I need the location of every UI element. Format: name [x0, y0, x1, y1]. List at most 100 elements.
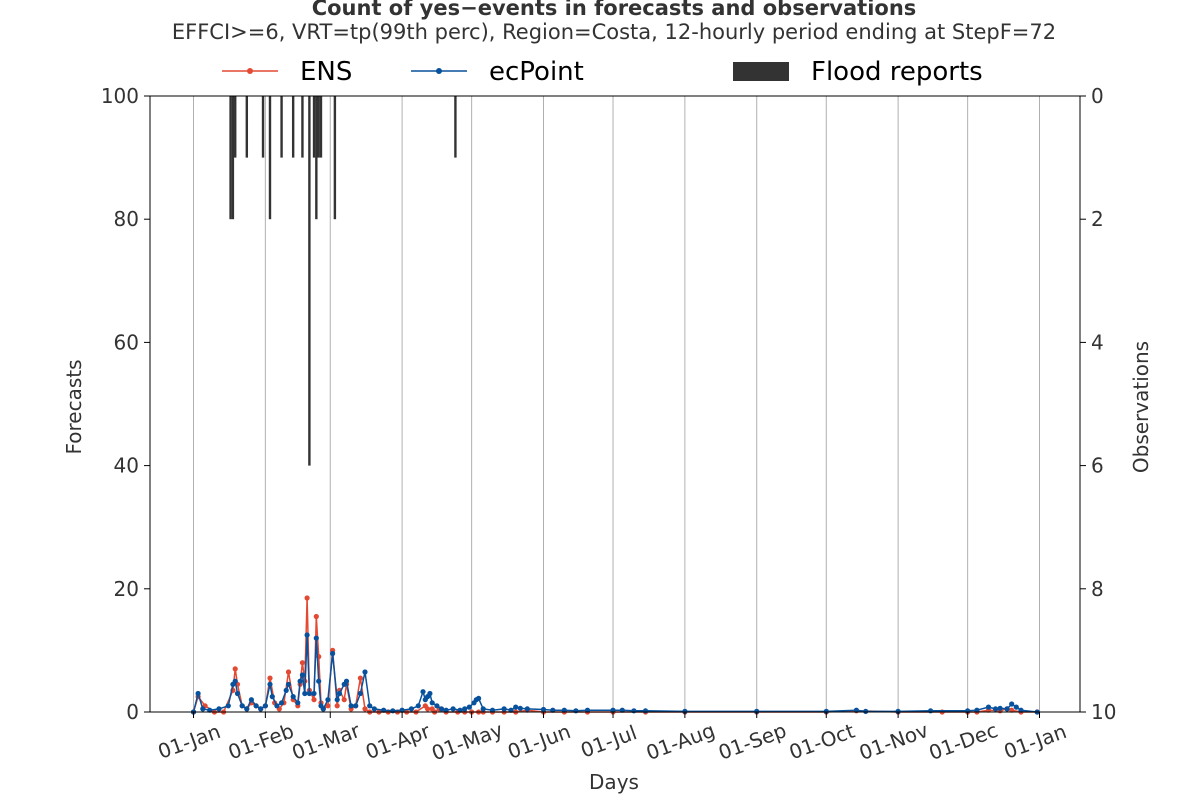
y-tick-label-right: 4 [1091, 330, 1104, 354]
legend-ecpoint-marker [436, 68, 442, 74]
y-tick-label-left: 40 [114, 454, 139, 478]
legend-flood-swatch [733, 62, 789, 81]
y-tick-label-left: 80 [114, 207, 139, 231]
ecpoint-point [985, 704, 992, 710]
y-tick-label-right: 2 [1091, 207, 1104, 231]
ecpoint-point [279, 700, 285, 706]
x-tick-label: 01-Jan [1001, 719, 1070, 764]
ecpoint-point [334, 697, 340, 703]
ecpoint-point [462, 706, 468, 712]
ecpoint-point [415, 703, 421, 709]
grid [193, 96, 1040, 712]
ecpoint-point [429, 700, 435, 706]
ecpoint-point [992, 706, 999, 712]
ecpoint-point [1013, 704, 1019, 710]
ecpoint-point [476, 695, 482, 702]
ecpoint-point [517, 705, 523, 711]
ecpoint-point [682, 708, 688, 715]
legend: ENS ecPoint Flood reports [222, 57, 983, 87]
chart-subtitle: EFFCI>=6, VRT=tp(99th perc), Region=Cost… [172, 20, 1056, 44]
ecpoint-point [283, 687, 289, 694]
flood-report-bars [229, 96, 457, 466]
ecpoint-point [239, 703, 245, 709]
plot-frame [149, 95, 1081, 713]
ecpoint-point [928, 708, 934, 714]
ecpoint-point [234, 690, 241, 697]
ecpoint-point [216, 706, 222, 712]
ecpoint-point [285, 681, 292, 687]
ecpoint-point [450, 706, 456, 712]
ecpoint-point [1009, 701, 1015, 707]
y-axis-right: 0 2 4 6 8 10 [1080, 84, 1116, 724]
ens-point [313, 613, 319, 620]
ecpoint-point [357, 690, 363, 697]
ens-point [304, 595, 310, 601]
ecpoint-point [253, 703, 259, 709]
ecpoint-point [330, 650, 336, 657]
flood-report-bar [261, 96, 265, 158]
ecpoint-point [336, 690, 343, 697]
ecpoint-point [642, 708, 649, 714]
ecpoint-point [225, 703, 231, 709]
ens-point [425, 706, 431, 712]
ecpoint-point [438, 706, 445, 712]
flood-report-bar [317, 96, 320, 158]
ecpoint-point [501, 706, 507, 712]
ecpoint-point [195, 690, 201, 697]
ecpoint-point [348, 703, 354, 709]
ecpoint-point [232, 678, 238, 684]
ens-point [285, 669, 292, 675]
y-axis-left: 0 20 40 60 80 100 [101, 84, 150, 724]
ecpoint-point [823, 708, 829, 715]
ecpoint-point [244, 706, 250, 712]
ecpoint-point [295, 700, 301, 706]
ecpoint-point [420, 689, 426, 695]
flood-report-bar [301, 96, 304, 158]
y-tick-label-right: 8 [1091, 577, 1104, 601]
ecpoint-point [408, 706, 414, 712]
y-tick-label-left: 0 [126, 700, 139, 724]
ecpoint-point [274, 703, 280, 709]
ecpoint-point [302, 690, 308, 697]
ecpoint-point [248, 697, 254, 703]
ens-point [267, 675, 273, 681]
y-axis-right-label: Observations [1129, 341, 1153, 473]
ecpoint-point [262, 703, 268, 709]
flood-report-bar [245, 96, 249, 158]
forecast-lines [190, 595, 1040, 715]
ecpoint-point [466, 704, 472, 710]
x-tick-label: 01-Feb [225, 719, 297, 765]
ecpoint-point [390, 708, 396, 714]
x-tick-label: 01-Sep [715, 718, 789, 765]
ecpoint-point [299, 672, 305, 678]
flood-report-bar [312, 96, 316, 158]
ecpoint-point [863, 708, 869, 715]
ecpoint-point [513, 704, 519, 710]
ecpoint-point [306, 690, 312, 697]
legend-ecpoint-label: ecPoint [489, 57, 584, 87]
y-tick-label-right: 0 [1091, 84, 1104, 108]
flood-report-bar [268, 96, 272, 220]
x-axis-label: Days [589, 770, 639, 794]
ecpoint-point [343, 678, 350, 684]
ens-point [299, 660, 305, 666]
ecpoint-point [427, 690, 433, 697]
flood-report-bar [291, 96, 295, 158]
ecpoint-point [269, 694, 275, 700]
ecpoint-point [362, 669, 368, 675]
ens-point [325, 703, 331, 709]
legend-ens-marker [247, 68, 253, 74]
x-tick-label: 01-Jan [155, 719, 224, 764]
x-tick-label: 01-May [428, 717, 506, 765]
ens-point [311, 697, 317, 703]
flood-report-bar [333, 96, 337, 220]
y-tick-label-left: 100 [101, 84, 139, 108]
ens-point [334, 703, 340, 709]
ens-point [341, 697, 347, 703]
ecpoint-point [313, 635, 319, 641]
y-tick-label-right: 6 [1091, 454, 1104, 478]
x-tick-label: 01-Mar [289, 718, 364, 765]
flood-report-bar [454, 96, 457, 158]
